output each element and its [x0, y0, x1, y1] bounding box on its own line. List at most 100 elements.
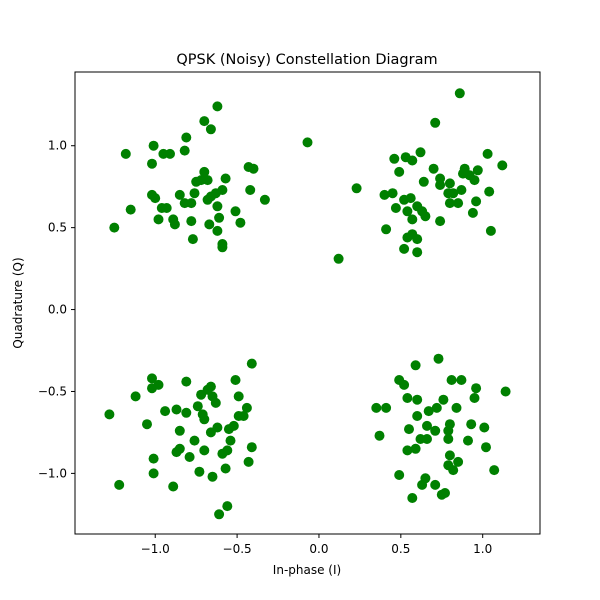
x-tick-label: 1.0 — [473, 542, 492, 556]
data-point — [333, 253, 344, 264]
data-point — [404, 424, 414, 435]
data-point — [196, 389, 207, 400]
data-point — [482, 148, 493, 159]
data-point — [435, 216, 446, 227]
data-point — [471, 196, 482, 207]
data-point — [351, 183, 362, 194]
data-point — [485, 225, 496, 236]
data-point — [125, 204, 136, 215]
data-point — [228, 420, 239, 431]
data-point — [205, 427, 216, 438]
data-point — [430, 117, 441, 128]
data-point — [130, 391, 141, 402]
data-point — [202, 194, 213, 205]
data-point — [448, 188, 459, 199]
data-point — [186, 198, 197, 209]
data-point — [402, 445, 413, 456]
data-point — [381, 402, 392, 413]
data-point — [453, 198, 464, 209]
data-point — [181, 376, 192, 387]
data-point — [444, 450, 455, 461]
data-point — [187, 234, 198, 245]
x-tick-label: −1.0 — [141, 542, 170, 556]
data-point — [212, 225, 223, 236]
data-point — [147, 383, 157, 394]
y-tick-label: −1.0 — [38, 466, 67, 480]
y-axis-label: Quadrature (Q) — [11, 257, 25, 348]
data-point — [417, 479, 428, 490]
data-point — [423, 406, 434, 417]
data-point — [430, 425, 441, 436]
data-point — [241, 402, 252, 413]
data-point — [199, 116, 210, 127]
data-point — [243, 456, 254, 467]
data-point — [220, 173, 231, 184]
data-point — [199, 445, 210, 456]
data-point — [399, 243, 410, 254]
x-tick-label: 0.0 — [309, 542, 328, 556]
data-point — [142, 419, 152, 430]
data-point — [109, 222, 120, 233]
data-point — [148, 468, 159, 479]
data-point — [147, 373, 157, 384]
data-point — [199, 414, 210, 425]
data-point — [471, 383, 482, 394]
data-point — [114, 479, 125, 490]
data-point — [186, 216, 197, 227]
data-point — [189, 188, 200, 199]
data-point — [407, 155, 418, 166]
data-point — [147, 158, 157, 169]
data-point — [407, 214, 418, 225]
y-tick-label: 0.5 — [48, 221, 67, 235]
data-point — [456, 375, 467, 385]
data-point — [212, 101, 223, 112]
data-point — [160, 406, 171, 417]
data-point — [467, 207, 478, 218]
data-point — [410, 443, 421, 454]
data-point — [184, 452, 195, 462]
data-point — [402, 206, 413, 217]
y-axis-ticks: −1.0 −0.5 0.0 0.5 1.0 — [38, 139, 75, 480]
data-point — [169, 219, 180, 230]
data-point — [148, 140, 159, 151]
data-point — [246, 442, 257, 453]
data-point — [422, 420, 432, 431]
data-point — [199, 166, 210, 177]
data-point — [415, 147, 426, 158]
data-point — [381, 224, 392, 235]
data-point — [448, 465, 459, 476]
data-point — [207, 471, 218, 482]
data-point — [412, 394, 423, 405]
data-point — [443, 434, 454, 444]
y-tick-label: 0.0 — [48, 303, 67, 317]
data-point — [481, 442, 491, 453]
data-point — [192, 401, 203, 412]
data-point — [472, 165, 483, 176]
y-tick-label: −0.5 — [38, 384, 67, 398]
x-tick-label: 0.5 — [391, 542, 410, 556]
data-point — [189, 435, 200, 446]
data-point — [394, 470, 405, 480]
data-point — [194, 466, 205, 477]
data-point — [454, 88, 465, 99]
data-point — [500, 386, 511, 397]
data-point — [402, 232, 413, 243]
data-point — [214, 509, 225, 520]
data-point — [412, 411, 423, 421]
data-point — [174, 425, 185, 436]
y-tick-label: 1.0 — [48, 139, 67, 153]
data-point — [171, 404, 182, 415]
plot-area-frame — [74, 71, 541, 535]
data-point — [259, 194, 270, 205]
data-point — [161, 203, 172, 213]
data-point — [387, 188, 398, 199]
data-point — [407, 493, 418, 503]
data-point — [433, 353, 444, 364]
data-point — [431, 402, 442, 413]
data-point — [402, 393, 413, 403]
data-point — [446, 375, 457, 385]
data-point — [230, 206, 241, 217]
data-point — [222, 501, 233, 512]
data-point — [389, 153, 400, 164]
data-point — [220, 463, 231, 474]
